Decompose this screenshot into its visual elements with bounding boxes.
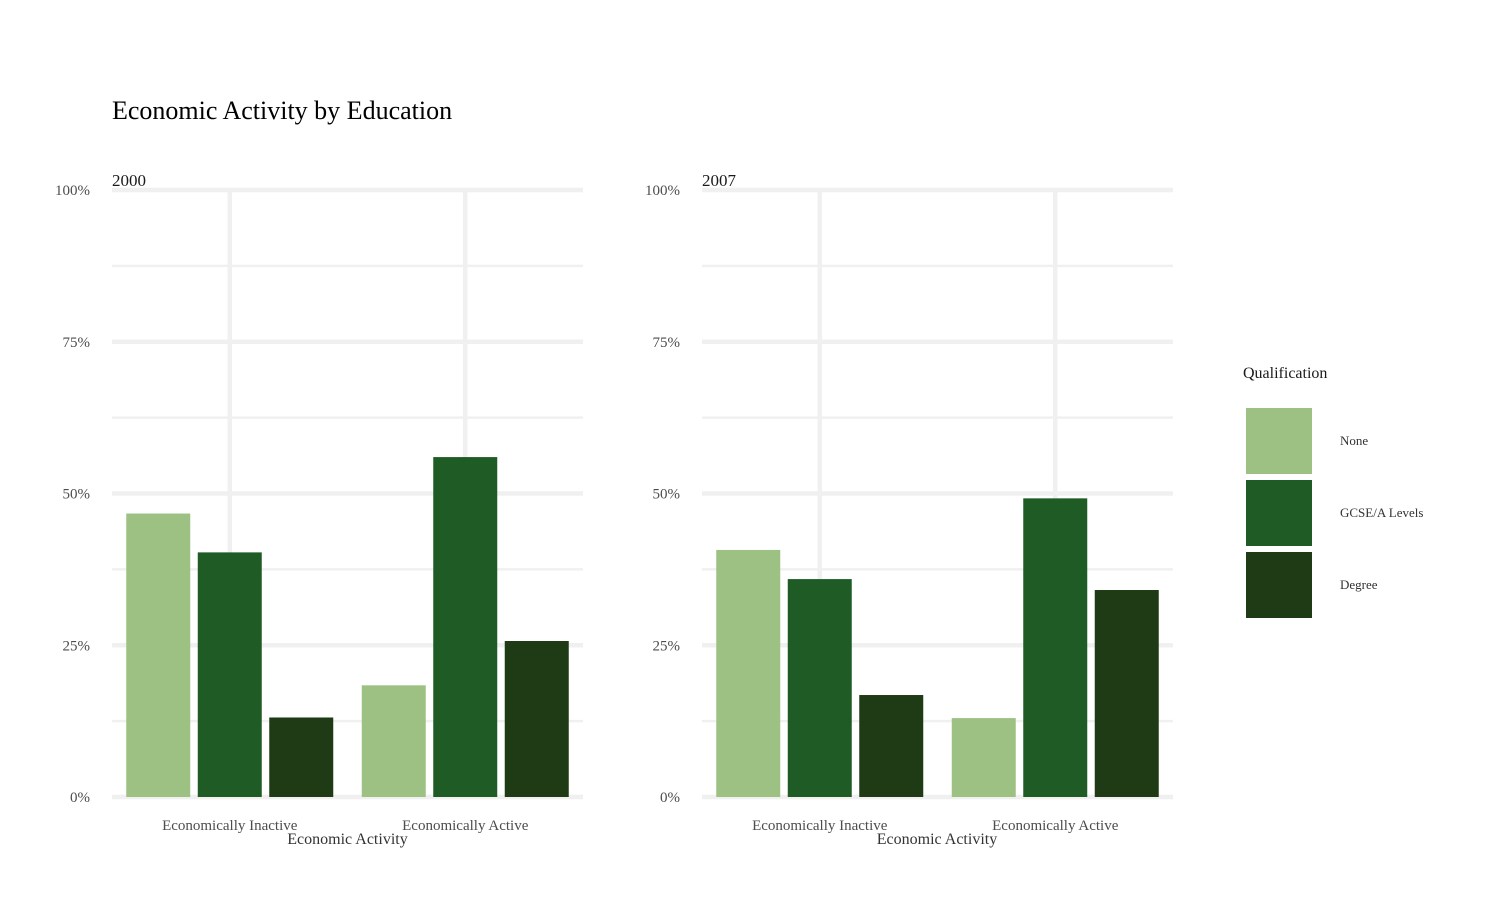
- y-tick-label: 100%: [645, 183, 680, 199]
- y-tick-label: 0%: [660, 790, 680, 806]
- facet-panel-2007: 2007 0% 25% 50% 75% 100% Economically Inacti…: [645, 171, 1173, 848]
- x-tick-labels: Economically Inactive Economically Active: [752, 818, 1119, 834]
- y-tick-label: 75%: [63, 335, 91, 351]
- bar: [197, 552, 262, 797]
- bars: [716, 498, 1159, 797]
- bar: [1023, 498, 1088, 797]
- bar: [859, 695, 924, 797]
- bar: [126, 513, 191, 797]
- y-tick-label: 50%: [653, 487, 681, 503]
- facet-title: 2007: [702, 171, 737, 190]
- x-tick-label: Economically Active: [992, 818, 1119, 834]
- y-tick-label: 25%: [653, 638, 681, 654]
- legend-swatch: [1246, 480, 1312, 546]
- chart-title: Economic Activity by Education: [112, 96, 452, 125]
- legend-title: Qualification: [1243, 365, 1327, 382]
- facet-panel-2000: 2000 0% 25% 50% 75% 100% Economically Inacti…: [55, 171, 583, 848]
- y-tick-labels: 0% 25% 50% 75% 100%: [55, 183, 90, 806]
- bar: [951, 718, 1016, 797]
- x-tick-label: Economically Inactive: [752, 818, 888, 834]
- y-tick-label: 75%: [653, 335, 681, 351]
- bar: [787, 579, 852, 797]
- bar: [1094, 590, 1159, 797]
- x-tick-label: Economically Active: [402, 818, 529, 834]
- bar: [716, 549, 781, 797]
- x-tick-labels: Economically Inactive Economically Active: [162, 818, 529, 834]
- legend: Qualification None GCSE/A Levels Degree: [1243, 365, 1423, 618]
- legend-swatch: [1246, 408, 1312, 474]
- y-tick-label: 25%: [63, 638, 91, 654]
- legend-label: Degree: [1340, 577, 1378, 592]
- facet-title: 2000: [112, 171, 146, 190]
- x-axis-title: Economic Activity: [287, 831, 407, 848]
- bar: [504, 641, 569, 797]
- y-tick-label: 50%: [63, 487, 91, 503]
- bar: [433, 457, 498, 797]
- legend-swatch: [1246, 552, 1312, 618]
- x-tick-label: Economically Inactive: [162, 818, 298, 834]
- y-tick-labels: 0% 25% 50% 75% 100%: [645, 183, 680, 806]
- grid-lines: [702, 187, 1173, 800]
- x-axis-title: Economic Activity: [877, 831, 997, 848]
- bar: [361, 685, 426, 797]
- bars: [126, 457, 569, 797]
- legend-items: None GCSE/A Levels Degree: [1246, 408, 1423, 618]
- y-tick-label: 100%: [55, 183, 90, 199]
- legend-label: GCSE/A Levels: [1340, 505, 1423, 520]
- legend-label: None: [1340, 433, 1368, 448]
- bar: [269, 717, 334, 797]
- y-tick-label: 0%: [70, 790, 90, 806]
